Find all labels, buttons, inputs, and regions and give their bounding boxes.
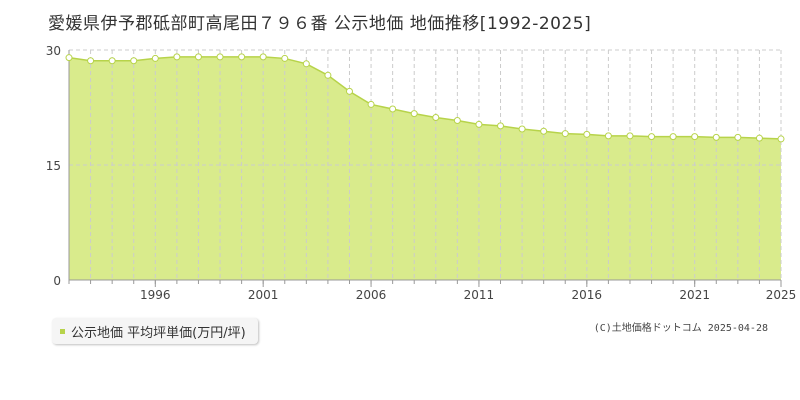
y-tick-label: 15: [46, 159, 61, 173]
x-tick-label: 2001: [248, 288, 279, 302]
y-tick-label: 30: [46, 44, 61, 58]
data-point: [648, 133, 656, 141]
x-tick-label: 2016: [572, 288, 603, 302]
data-point: [238, 53, 246, 61]
data-point: [518, 125, 526, 133]
data-point: [410, 110, 418, 118]
data-point: [755, 134, 763, 142]
data-point: [302, 60, 310, 68]
data-point: [65, 54, 73, 62]
data-point: [734, 133, 742, 141]
legend: 公示地価 平均坪単価(万円/坪): [52, 318, 258, 344]
data-point: [604, 132, 612, 140]
data-point: [87, 57, 95, 65]
area-fill: [69, 56, 781, 281]
x-tick-label: 2025: [766, 288, 797, 302]
data-point: [324, 71, 332, 79]
data-point: [194, 53, 202, 61]
x-tick-label: 2011: [464, 288, 495, 302]
series-line: [68, 56, 782, 140]
data-point: [151, 54, 159, 62]
data-point: [626, 132, 634, 140]
data-point: [712, 133, 720, 141]
data-point: [540, 127, 548, 135]
data-point: [669, 133, 677, 141]
legend-marker: [60, 328, 65, 334]
legend-label: 公示地価 平均坪単価(万円/坪): [71, 325, 246, 341]
data-point: [432, 113, 440, 121]
data-point: [583, 130, 591, 138]
data-point: [389, 105, 397, 113]
data-point: [691, 133, 699, 141]
data-point: [345, 87, 353, 95]
data-point: [173, 53, 181, 61]
area-chart: 0 15 30 1996 2001 2006 2011 2016 2021 2025: [46, 44, 797, 302]
data-point: [259, 53, 267, 61]
data-point: [281, 54, 289, 62]
x-tick-label: 2021: [679, 288, 710, 302]
data-point: [108, 57, 116, 65]
data-point: [561, 130, 569, 138]
data-point: [367, 100, 375, 108]
data-point: [777, 135, 785, 143]
x-tick-label: 2006: [356, 288, 387, 302]
y-tick-label: 0: [53, 274, 61, 288]
data-point: [130, 57, 138, 65]
data-point: [453, 117, 461, 125]
data-point: [475, 120, 483, 128]
chart-title: 愛媛県伊予郡砥部町高尾田７９６番 公示地価 地価推移[1992-2025]: [48, 14, 592, 34]
copyright-text: (C)土地価格ドットコム 2025-04-28: [593, 323, 768, 334]
x-tick-label: 1996: [140, 288, 171, 302]
data-point: [216, 53, 224, 61]
data-point: [497, 122, 505, 130]
